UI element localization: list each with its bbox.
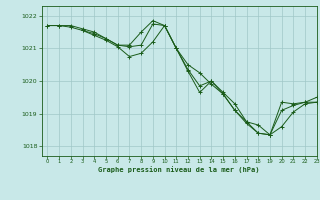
X-axis label: Graphe pression niveau de la mer (hPa): Graphe pression niveau de la mer (hPa) <box>99 167 260 173</box>
